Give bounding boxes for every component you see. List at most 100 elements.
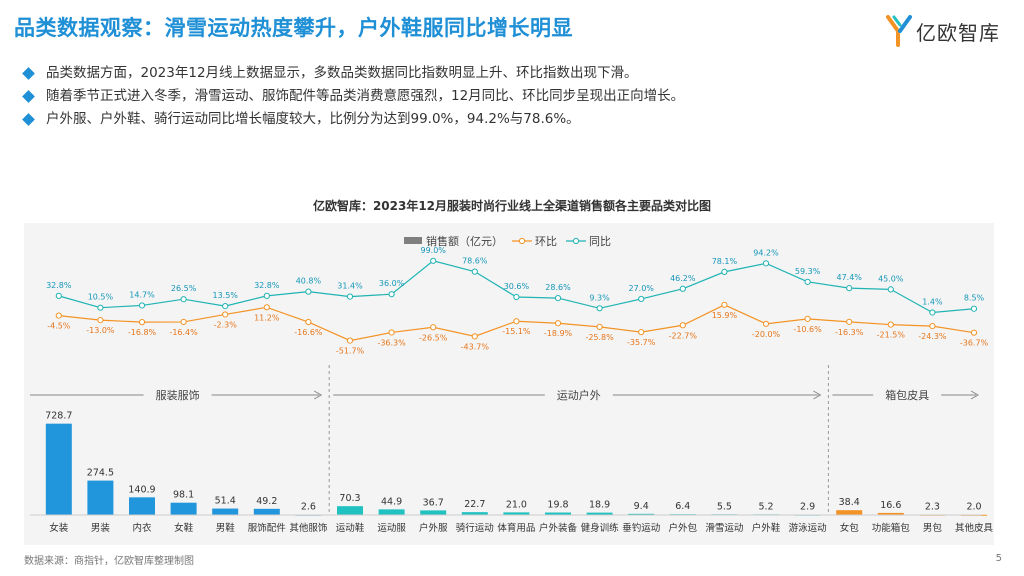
yiou-logo-icon bbox=[886, 15, 912, 47]
yoy-data-label: 99.0% bbox=[420, 246, 446, 255]
yoy-point bbox=[929, 309, 936, 316]
yoy-data-label: 26.5% bbox=[171, 284, 197, 293]
bullet-text: 户外服、户外鞋、骑行运动同比增长幅度较大，比例分为达到99.0%，94.2%与7… bbox=[46, 111, 580, 127]
bar-value-label: 274.5 bbox=[87, 468, 114, 479]
yoy-data-label: 94.2% bbox=[753, 248, 779, 257]
mom-data-label: -24.3% bbox=[918, 332, 947, 341]
mom-point bbox=[804, 315, 811, 322]
diamond-bullet-icon bbox=[22, 113, 35, 126]
category-tick-label: 户外鞋 bbox=[752, 522, 781, 534]
mom-point bbox=[596, 323, 603, 330]
bar-value-label: 98.1 bbox=[173, 490, 194, 501]
bar-value-label: 51.4 bbox=[215, 496, 236, 507]
mom-point bbox=[305, 318, 312, 326]
category-tick-label: 户外装备 bbox=[539, 522, 578, 534]
category-tick-label: 男包 bbox=[923, 522, 943, 534]
bullet-text: 品类数据方面，2023年12月线上数据显示，多数品类数据同比指数明显上升、环比指… bbox=[46, 65, 638, 81]
yoy-point bbox=[846, 285, 853, 292]
mom-data-label: -16.4% bbox=[169, 328, 198, 337]
mom-point bbox=[471, 333, 478, 340]
arrow-right-icon bbox=[970, 390, 980, 400]
yoy-data-label: 31.4% bbox=[337, 282, 363, 291]
category-tick-label: 男装 bbox=[91, 522, 111, 534]
bullet-item: 品类数据方面，2023年12月线上数据显示，多数品类数据同比指数明显上升、环比指… bbox=[22, 62, 684, 85]
bar bbox=[461, 512, 488, 515]
bar-value-label: 19.8 bbox=[547, 500, 568, 511]
yoy-data-label: 36.0% bbox=[379, 279, 405, 288]
bar-value-label: 18.9 bbox=[589, 500, 610, 511]
yoy-point bbox=[180, 296, 187, 303]
category-tick-label: 游泳运动 bbox=[789, 522, 827, 534]
logo-text: 亿欧智库 bbox=[916, 20, 1000, 45]
mom-data-label: -35.7% bbox=[627, 338, 656, 347]
yoy-point bbox=[305, 288, 312, 295]
mom-point bbox=[887, 321, 894, 328]
mom-data-label: 15.9% bbox=[712, 311, 738, 320]
bar-value-label: 22.7 bbox=[464, 499, 485, 510]
yoy-data-label: 32.8% bbox=[254, 281, 280, 290]
bullet-text: 随着季节正式进入冬季，滑雪运动、服饰配件等品类消费意愿强烈，12月同比、环比同步… bbox=[46, 88, 685, 104]
group-label: 运动户外 bbox=[557, 388, 601, 402]
legend-mom-marker bbox=[518, 237, 526, 245]
category-tick-label: 骑行运动 bbox=[456, 522, 494, 534]
bar-value-label: 49.2 bbox=[256, 496, 277, 507]
legend-label-sales: 销售额（亿元） bbox=[426, 234, 503, 248]
category-tick-label: 其他皮具 bbox=[955, 522, 994, 534]
mom-point bbox=[263, 304, 270, 311]
chart-panel: 销售额（亿元） 环比 同比 服装服饰 运动户外 箱包皮具 728.7 女装 274.5 男装 140… bbox=[24, 223, 994, 545]
mom-data-label: -51.7% bbox=[336, 347, 365, 356]
yoy-point bbox=[638, 295, 645, 303]
legend-bar-swatch bbox=[404, 237, 422, 244]
yoy-point bbox=[388, 291, 395, 298]
yoy-data-label: 10.5% bbox=[88, 293, 114, 302]
yoy-data-label: 28.6% bbox=[545, 283, 571, 292]
mom-data-label: -43.7% bbox=[461, 342, 490, 351]
category-tick-label: 其他服饰 bbox=[289, 522, 327, 534]
summary-bullets: 品类数据方面，2023年12月线上数据显示，多数品类数据同比指数明显上升、环比指… bbox=[22, 62, 685, 131]
mom-data-label: -16.8% bbox=[128, 328, 157, 337]
yoy-point bbox=[263, 292, 270, 299]
yoy-data-label: 14.7% bbox=[129, 290, 155, 299]
group-label: 服装服饰 bbox=[156, 388, 200, 402]
mom-data-label: -36.7% bbox=[960, 339, 989, 348]
category-tick-label: 女包 bbox=[840, 522, 860, 534]
bar bbox=[337, 506, 363, 515]
category-tick-label: 女鞋 bbox=[174, 522, 194, 534]
category-tick-label: 滑雪运动 bbox=[705, 523, 743, 534]
mom-data-label: -16.3% bbox=[835, 328, 864, 337]
yoy-data-label: 59.3% bbox=[795, 267, 821, 276]
yoy-point bbox=[596, 305, 603, 312]
bar-value-label: 2.0 bbox=[966, 502, 981, 513]
yoy-data-label: 78.1% bbox=[712, 257, 738, 266]
category-tick-label: 男鞋 bbox=[216, 522, 236, 534]
bar-value-label: 2.9 bbox=[800, 502, 815, 513]
bar-value-label: 70.3 bbox=[339, 493, 360, 504]
bar bbox=[45, 423, 72, 515]
chart-title: 亿欧智库：2023年12月服装时尚行业线上全渠道销售额各主要品类对比图 bbox=[312, 199, 712, 213]
yoy-point bbox=[887, 286, 894, 293]
mom-point bbox=[97, 317, 104, 324]
yoy-data-label: 9.3% bbox=[589, 293, 610, 302]
yoy-point bbox=[346, 293, 354, 300]
yoy-point bbox=[471, 268, 478, 275]
mom-point bbox=[846, 318, 853, 325]
bar bbox=[420, 510, 447, 515]
arrow-right-icon bbox=[313, 390, 323, 400]
mom-data-label: -10.6% bbox=[793, 325, 822, 334]
category-tick-label: 健身训练 bbox=[581, 522, 620, 534]
mom-data-label: 11.2% bbox=[254, 313, 280, 322]
category-tick-label: 内衣 bbox=[132, 522, 152, 534]
yoy-point bbox=[138, 302, 146, 309]
mom-data-label: -4.5% bbox=[47, 322, 71, 331]
mom-data-label: -20.0% bbox=[752, 330, 781, 339]
mom-point bbox=[346, 337, 354, 344]
mom-point bbox=[554, 320, 562, 327]
category-tick-label: 运动服 bbox=[377, 523, 406, 534]
yoy-point bbox=[554, 294, 562, 302]
bar-value-label: 38.4 bbox=[839, 497, 860, 508]
category-tick-label: 垂钓运动 bbox=[622, 522, 660, 534]
mom-point bbox=[55, 312, 62, 319]
legend-label-mom: 环比 bbox=[535, 235, 557, 248]
bar-value-label: 5.2 bbox=[758, 501, 773, 512]
